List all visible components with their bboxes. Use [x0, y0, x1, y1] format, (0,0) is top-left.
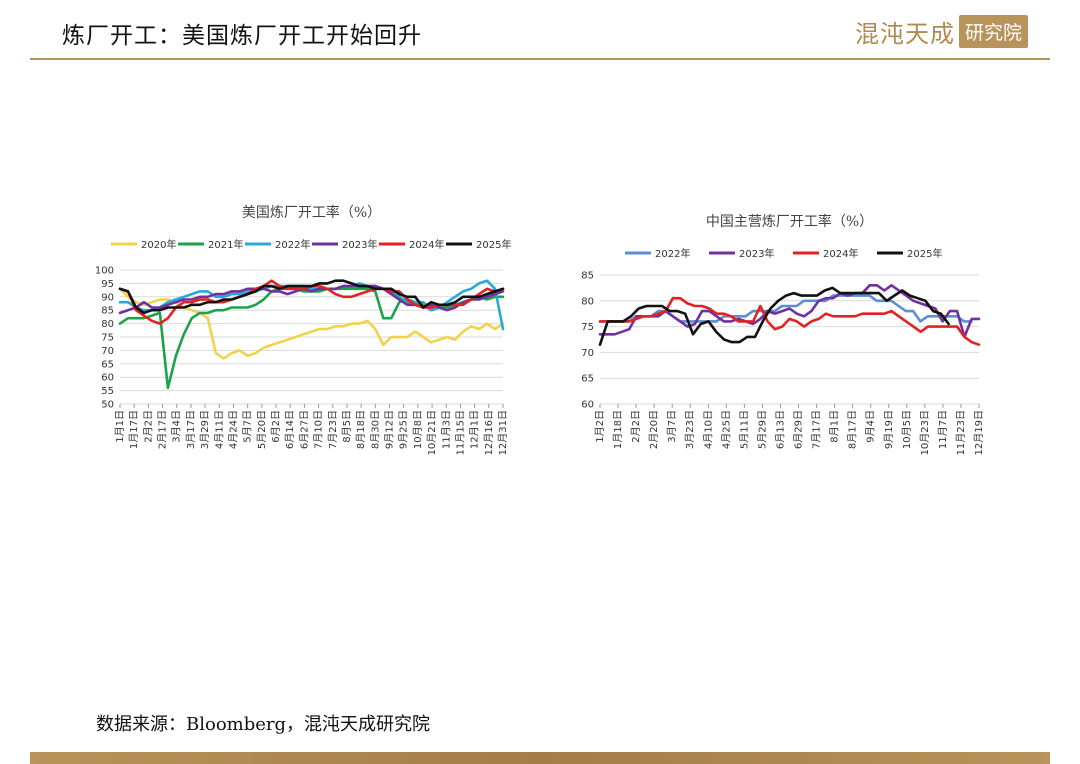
x-tick-label: 3月29日	[199, 410, 211, 449]
china-refinery-chart: 中国主营炼厂开工率（%） 2022年 2023年 2024年 2025年 60 65 70 75…	[581, 213, 985, 455]
y-tick-label: 95	[101, 279, 114, 290]
x-tick-label: 4月10日	[702, 410, 714, 449]
x-tick-label: 1月17日	[128, 410, 140, 449]
x-tick-label: 10月5日	[901, 410, 913, 449]
footer-bar	[30, 752, 1050, 764]
x-tick-label: 1月2日	[594, 410, 606, 443]
legend-label: 2025年	[476, 238, 511, 251]
y-tick-label: 65	[581, 374, 594, 385]
y-tick-label: 80	[101, 319, 114, 330]
x-tick-label: 11月3日	[440, 410, 452, 449]
x-tick-label: 6月13日	[774, 410, 786, 449]
chart-title: 中国主营炼厂开工率（%）	[706, 213, 873, 230]
legend-label: 2023年	[342, 238, 377, 251]
x-tick-label: 12月1日	[469, 410, 481, 449]
x-tick-label: 6月14日	[284, 410, 296, 449]
y-tick-label: 80	[581, 296, 594, 307]
y-tick-label: 50	[101, 400, 114, 411]
x-tick-label: 6月2日	[270, 410, 282, 443]
x-tick-label: 8月30日	[369, 410, 381, 449]
x-tick-label: 12月16日	[483, 410, 495, 455]
y-tick-label: 60	[101, 373, 114, 384]
chart-title: 美国炼厂开工率（%）	[242, 204, 381, 221]
x-tick-label: 1月18日	[612, 410, 624, 449]
x-tick-label: 2月2日	[142, 410, 154, 443]
y-tick-label: 55	[101, 386, 114, 397]
x-tick-label: 10月23日	[919, 410, 931, 455]
legend-label: 2020年	[141, 238, 176, 251]
logo-box-text: 研究院	[958, 14, 1028, 48]
x-tick-label: 11月23日	[955, 410, 967, 455]
x-tick-label: 6月29日	[793, 410, 805, 449]
logo-text: 混沌天成	[854, 19, 955, 48]
y-tick-label: 100	[95, 266, 114, 277]
y-tick-label: 75	[101, 333, 114, 344]
x-tick-label: 7月10日	[313, 410, 325, 449]
x-tick-label: 2月17日	[157, 410, 169, 449]
x-tick-label: 11月15日	[454, 410, 466, 455]
series-line	[598, 296, 981, 346]
x-tick-label: 3月17日	[185, 410, 197, 449]
legend-label: 2023年	[739, 247, 774, 260]
legend-label: 2021年	[208, 238, 243, 251]
x-tick-label: 8月5日	[341, 410, 353, 443]
x-tick-label: 5月7日	[242, 410, 254, 443]
legend-label: 2022年	[275, 238, 310, 251]
x-tick-label: 10月8日	[412, 410, 424, 449]
x-tick-label: 1月1日	[114, 410, 126, 443]
y-tick-label: 60	[581, 400, 594, 411]
x-tick-label: 12月31日	[497, 410, 509, 455]
series-line	[598, 286, 951, 346]
x-tick-label: 7月23日	[327, 410, 339, 449]
y-tick-label: 75	[581, 322, 594, 333]
x-tick-label: 9月19日	[883, 410, 895, 449]
x-tick-label: 4月24日	[227, 410, 239, 449]
x-tick-label: 9月25日	[398, 410, 410, 449]
x-tick-label: 5月20日	[256, 410, 268, 449]
y-tick-label: 70	[101, 346, 114, 357]
x-tick-label: 2月20日	[648, 410, 660, 449]
series-line	[118, 284, 505, 315]
header-divider	[30, 58, 1050, 60]
x-tick-label: 5月11日	[738, 410, 750, 449]
legend-label: 2024年	[823, 247, 858, 260]
x-tick-label: 7月17日	[811, 410, 823, 449]
x-tick-label: 9月12日	[384, 410, 396, 449]
y-tick-label: 85	[101, 306, 114, 317]
x-tick-label: 9月4日	[865, 410, 877, 443]
y-tick-label: 70	[581, 348, 594, 359]
x-tick-label: 10月21日	[426, 410, 438, 455]
x-tick-label: 8月17日	[847, 410, 859, 449]
x-tick-label: 3月4日	[171, 410, 183, 443]
x-tick-label: 8月18日	[355, 410, 367, 449]
us-refinery-chart: 美国炼厂开工率（%） 2020年 2021年 2022年 2023年 2024年 2025年…	[95, 204, 512, 455]
x-tick-label: 4月11日	[213, 410, 225, 449]
x-tick-label: 6月27日	[298, 410, 310, 449]
x-tick-label: 11月7日	[937, 410, 949, 449]
x-tick-label: 2月2日	[630, 410, 642, 443]
page-title: 炼厂开工：美国炼厂开工开始回升	[62, 23, 422, 49]
y-tick-label: 65	[101, 359, 114, 370]
legend-label: 2022年	[655, 247, 690, 260]
y-tick-label: 85	[581, 271, 594, 282]
y-tick-label: 90	[101, 292, 114, 303]
brand-logo: 混沌天成 研究院	[855, 12, 1028, 50]
legend-label: 2025年	[907, 247, 942, 260]
x-tick-label: 3月23日	[684, 410, 696, 449]
x-tick-label: 12月19日	[973, 410, 985, 455]
legend-label: 2024年	[409, 238, 444, 251]
x-tick-label: 8月1日	[829, 410, 841, 443]
x-tick-label: 3月7日	[666, 410, 678, 443]
x-tick-label: 4月25日	[720, 410, 732, 449]
source-note: 数据来源：Bloomberg，混沌天成研究院	[96, 714, 431, 735]
x-tick-label: 5月29日	[756, 410, 768, 449]
series-line	[118, 279, 505, 315]
